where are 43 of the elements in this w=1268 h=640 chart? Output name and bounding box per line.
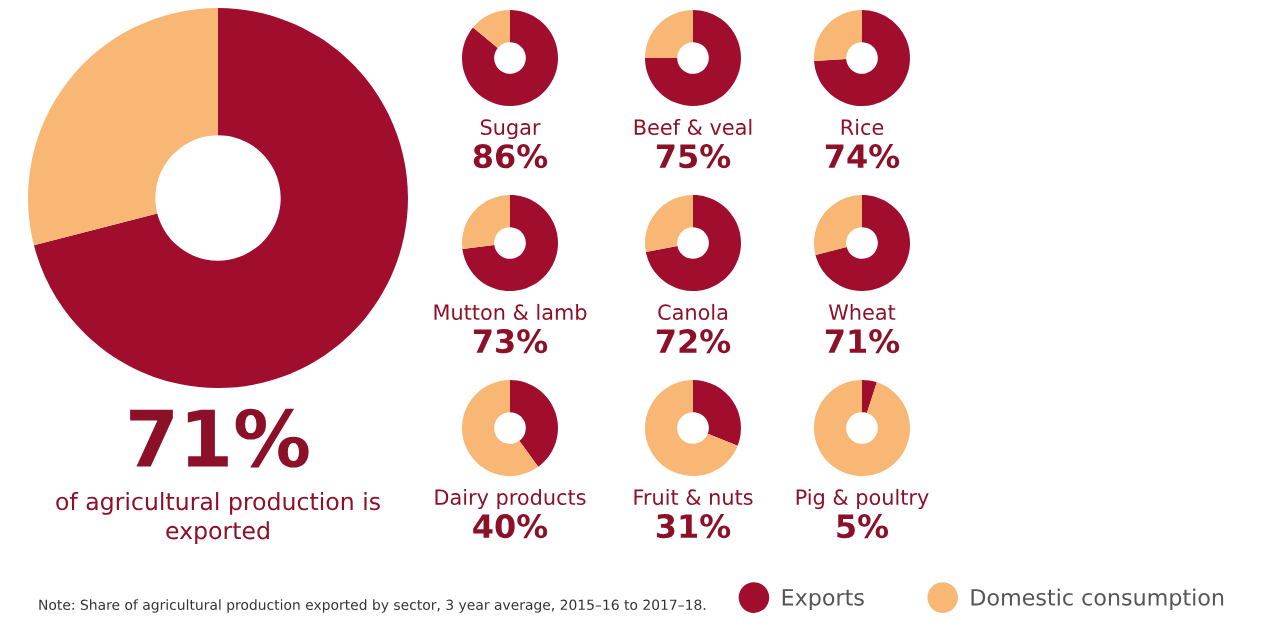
donut-slice	[815, 195, 910, 291]
donut-slice	[814, 195, 862, 255]
donut-slice	[645, 195, 693, 252]
text: 31%	[656, 514, 731, 539]
donut-slice	[645, 10, 741, 106]
donut-slice	[462, 195, 510, 250]
donut-slice	[693, 380, 741, 446]
text: Canola	[658, 303, 728, 321]
donut-slice	[645, 380, 738, 476]
donut-slice	[645, 195, 741, 291]
donut-slice	[510, 380, 558, 467]
legend-label: Exports	[782, 589, 864, 610]
text: 5%	[837, 514, 889, 539]
donut-slice	[473, 10, 510, 48]
donut-slice	[862, 380, 877, 413]
text: 71%	[130, 408, 309, 468]
donut-slice	[462, 10, 558, 106]
text: Mutton & lamb	[434, 303, 587, 321]
donut-slice	[462, 195, 558, 291]
donut-slice	[814, 10, 862, 62]
text: Wheat	[828, 303, 896, 321]
donut-slice	[645, 10, 693, 58]
text: 40%	[473, 514, 548, 539]
donut-slice	[33, 8, 408, 388]
text: 75%	[656, 144, 731, 169]
text: 73%	[473, 329, 548, 354]
text: 71%	[825, 329, 900, 354]
donut-slice	[462, 380, 539, 476]
text: of agricultural production is exported	[56, 492, 380, 544]
donut-slice	[814, 10, 910, 106]
text: Pig & poultry	[796, 488, 929, 510]
text: Sugar	[480, 119, 541, 140]
text: 86%	[473, 144, 548, 169]
text: Rice	[841, 118, 884, 136]
text: 74%	[825, 144, 900, 169]
text: Note: Share of agricultural production exported by sector, 3 year average, 2015–16 to 2017–18.	[39, 599, 706, 613]
text: Fruit & nuts	[634, 488, 753, 506]
text: Dairy products	[435, 488, 586, 510]
donut-slice	[814, 380, 910, 476]
legend-label: Domestic consumption	[971, 588, 1224, 610]
text: 72%	[656, 329, 731, 354]
donut-slice	[28, 8, 218, 246]
text: Beef & veal	[634, 118, 752, 136]
